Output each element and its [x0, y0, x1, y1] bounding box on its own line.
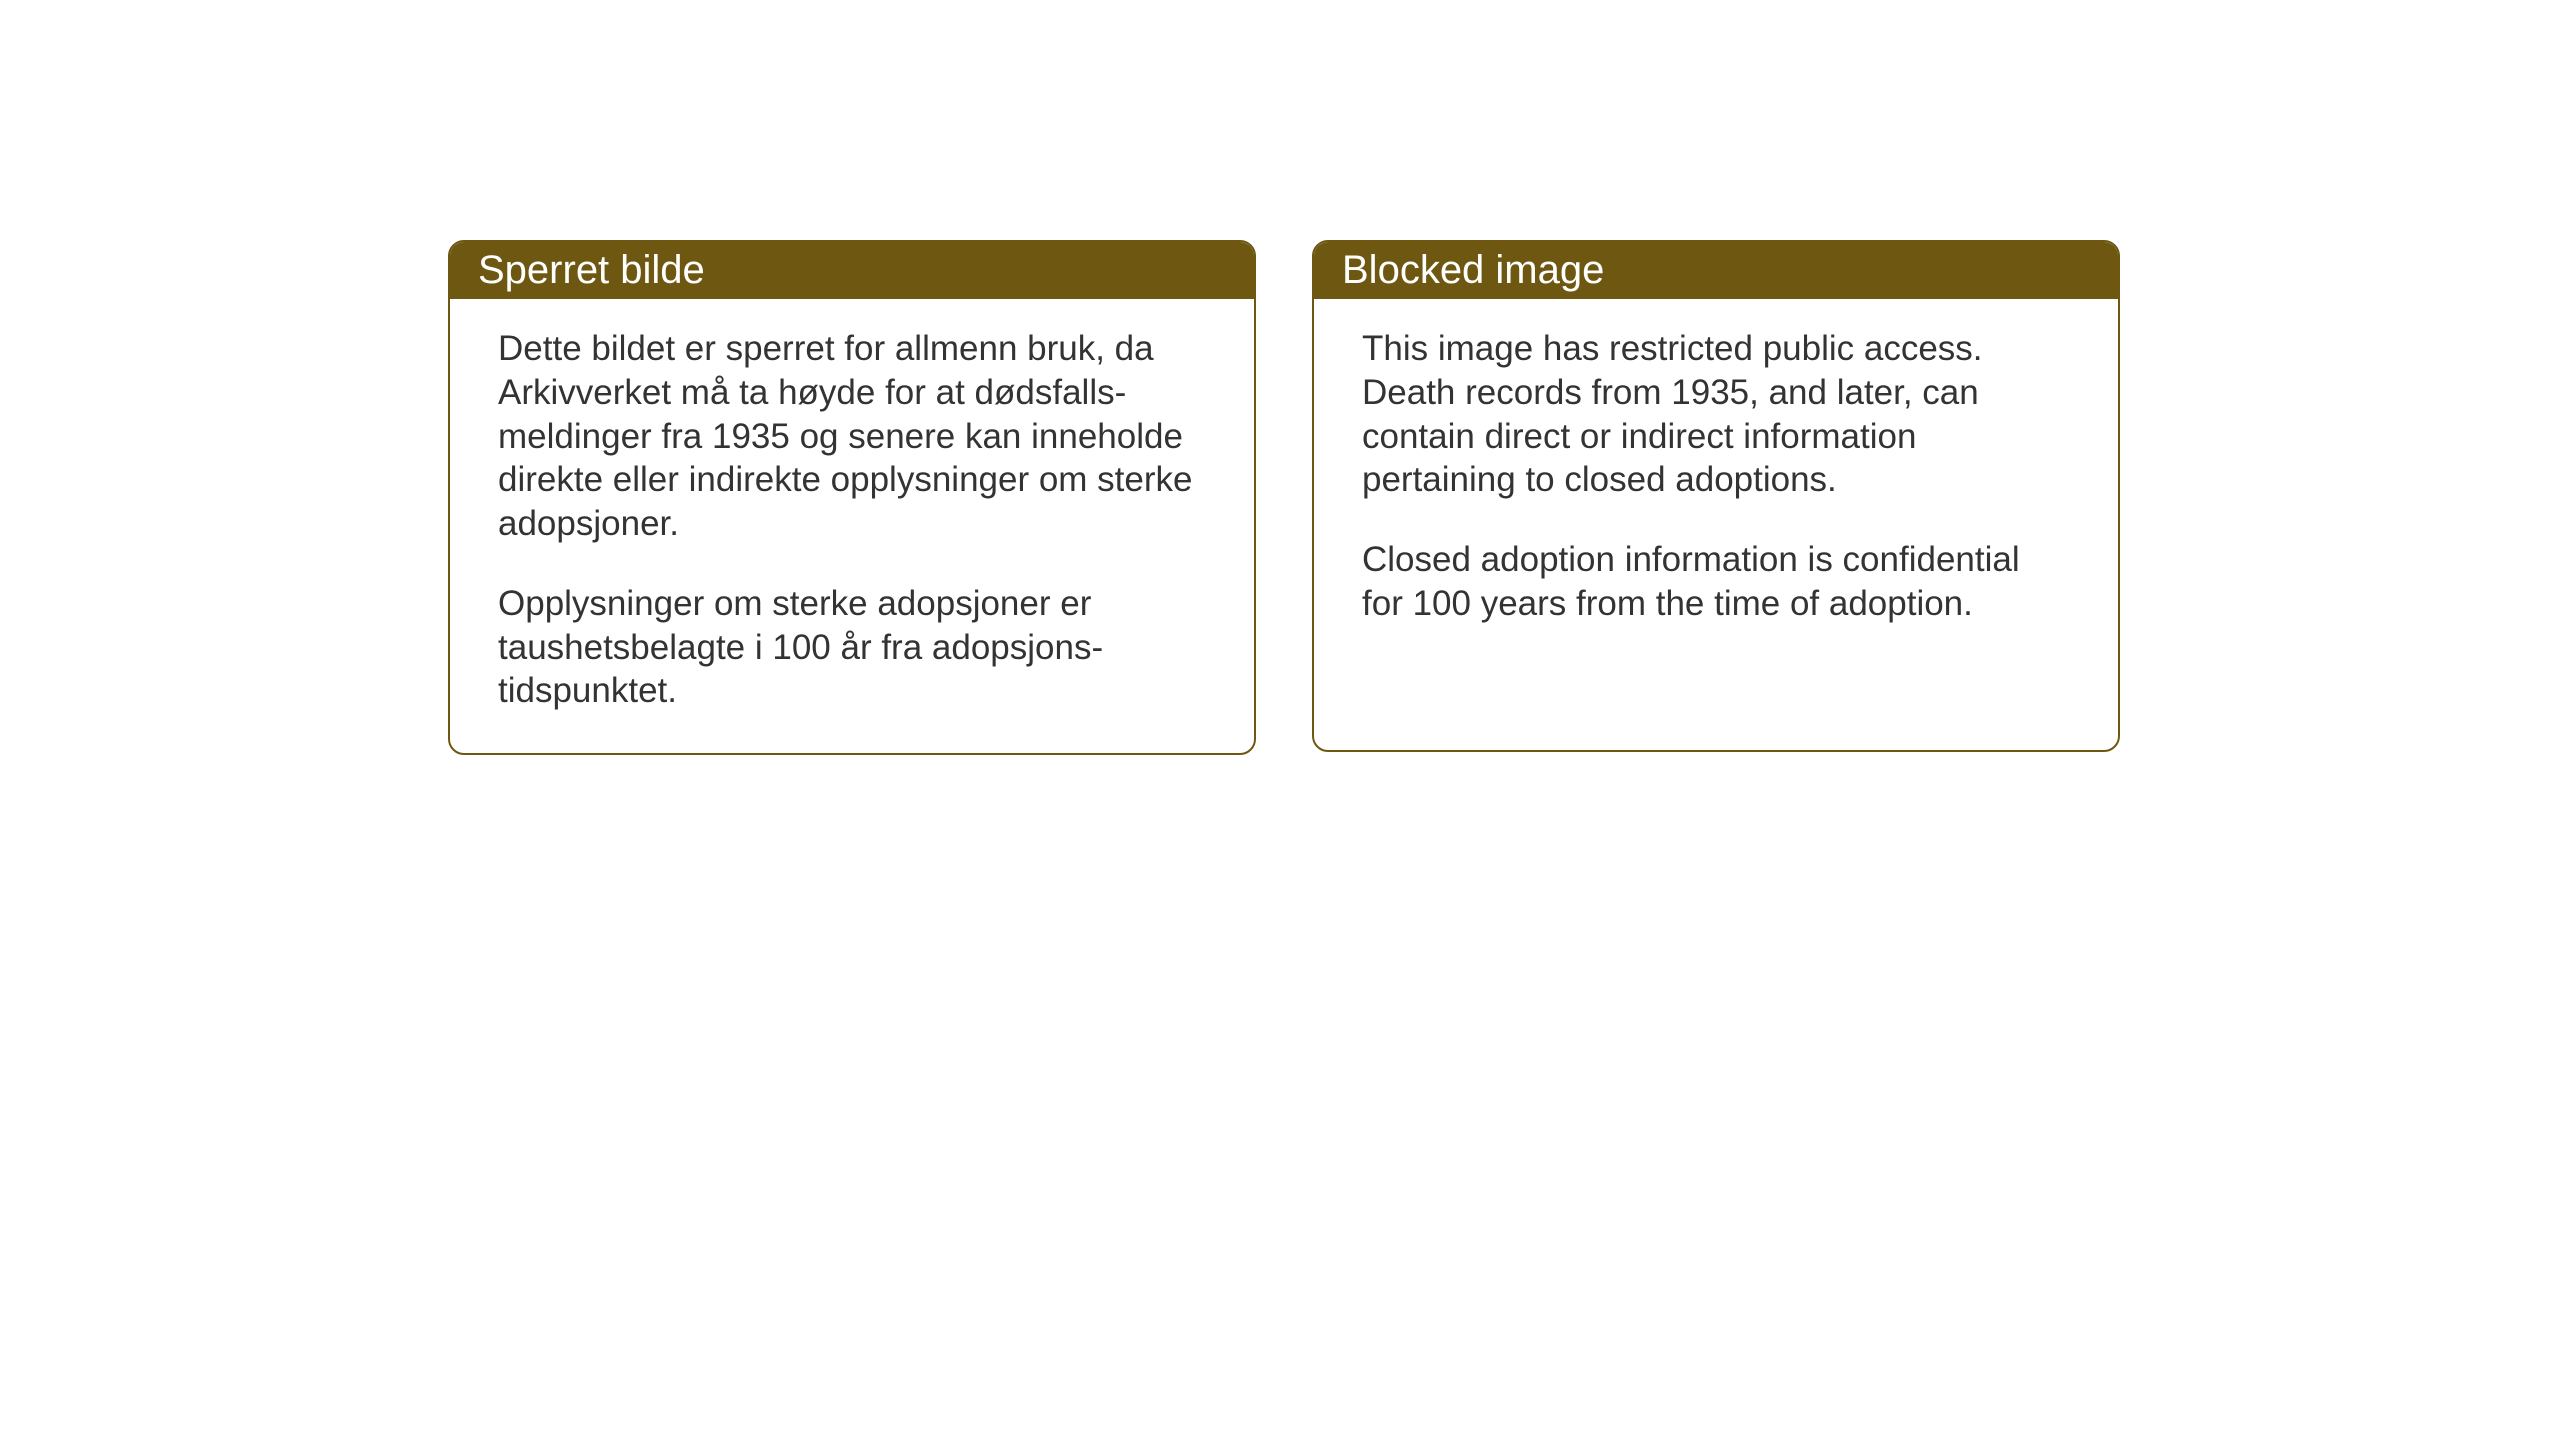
paragraph-english-2: Closed adoption information is confident…: [1362, 538, 2070, 626]
card-body-norwegian: Dette bildet er sperret for allmenn bruk…: [450, 299, 1254, 753]
card-title-english: Blocked image: [1314, 242, 2118, 299]
paragraph-norwegian-1: Dette bildet er sperret for allmenn bruk…: [498, 327, 1206, 546]
notice-card-norwegian: Sperret bilde Dette bildet er sperret fo…: [448, 240, 1256, 755]
card-body-english: This image has restricted public access.…: [1314, 299, 2118, 666]
paragraph-english-1: This image has restricted public access.…: [1362, 327, 2070, 502]
notice-cards-container: Sperret bilde Dette bildet er sperret fo…: [448, 240, 2120, 755]
card-title-norwegian: Sperret bilde: [450, 242, 1254, 299]
notice-card-english: Blocked image This image has restricted …: [1312, 240, 2120, 752]
paragraph-norwegian-2: Opplysninger om sterke adopsjoner er tau…: [498, 582, 1206, 713]
